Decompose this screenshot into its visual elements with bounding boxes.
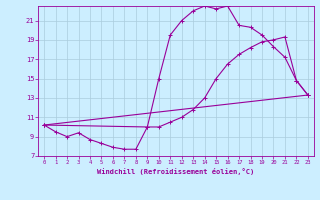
X-axis label: Windchill (Refroidissement éolien,°C): Windchill (Refroidissement éolien,°C) [97, 168, 255, 175]
